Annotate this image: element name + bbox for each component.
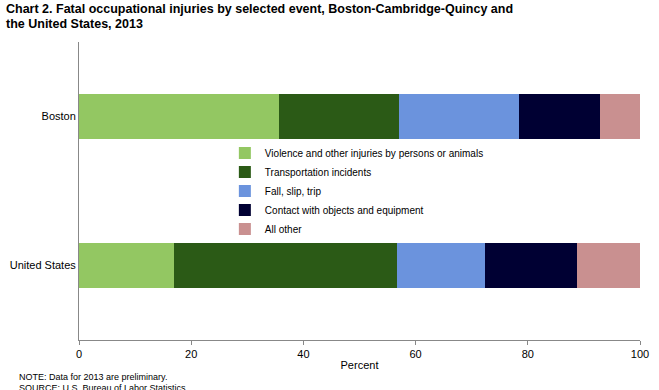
svg-text:All other: All other bbox=[265, 224, 302, 235]
svg-text:Percent: Percent bbox=[341, 359, 379, 371]
svg-text:100: 100 bbox=[631, 348, 649, 360]
svg-text:SOURCE: U.S. Bureau of Labor S: SOURCE: U.S. Bureau of Labor Statistics. bbox=[19, 383, 188, 390]
svg-text:60: 60 bbox=[409, 348, 421, 360]
svg-text:Boston: Boston bbox=[42, 110, 76, 122]
svg-text:40: 40 bbox=[297, 348, 309, 360]
svg-text:0: 0 bbox=[76, 348, 82, 360]
svg-text:Fall, slip, trip: Fall, slip, trip bbox=[265, 186, 322, 197]
svg-text:Transportation incidents: Transportation incidents bbox=[265, 167, 371, 178]
svg-text:United States: United States bbox=[10, 259, 77, 271]
svg-text:80: 80 bbox=[522, 348, 534, 360]
svg-text:Violence and other injuries by: Violence and other injuries by persons o… bbox=[265, 148, 483, 159]
html-text:Chart 2. Fatal occupational in: Chart 2. Fatal occupational injuries by … bbox=[6, 2, 514, 31]
svg-text:20: 20 bbox=[185, 348, 197, 360]
svg-text:Contact with objects and equip: Contact with objects and equipment bbox=[265, 205, 424, 216]
svg-text:NOTE: Data for 2013 are prelim: NOTE: Data for 2013 are preliminary. bbox=[19, 372, 167, 382]
